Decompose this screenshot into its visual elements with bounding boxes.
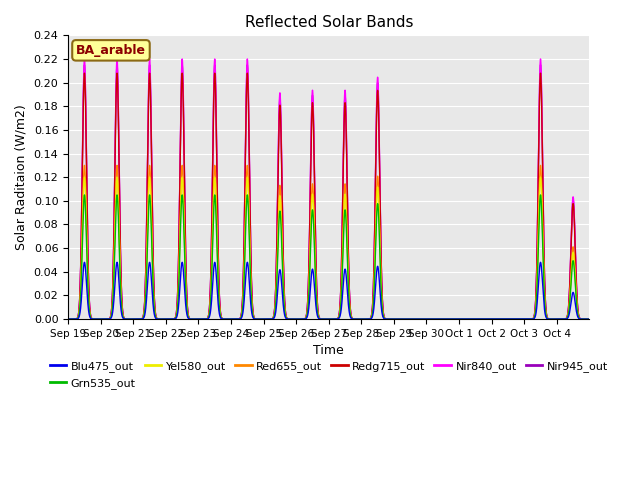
Yel580_out <box>81 174 88 180</box>
Red655_out <box>455 316 463 322</box>
Red655_out <box>253 316 260 322</box>
Redg715_out <box>372 112 380 118</box>
Nir945_out <box>81 62 88 68</box>
Grn535_out <box>64 316 72 322</box>
Nir840_out <box>455 316 463 322</box>
Blu475_out <box>372 269 380 275</box>
Nir840_out <box>451 316 458 322</box>
Line: Grn535_out: Grn535_out <box>68 195 589 319</box>
Line: Nir840_out: Nir840_out <box>68 59 589 319</box>
Nir945_out <box>91 316 99 322</box>
Grn535_out <box>586 316 593 322</box>
Nir945_out <box>455 316 463 322</box>
Nir945_out <box>586 316 593 322</box>
Blu475_out <box>479 316 486 322</box>
Grn535_out <box>372 213 380 219</box>
Blu475_out <box>455 316 463 322</box>
Nir945_out <box>253 316 260 322</box>
Redg715_out <box>586 316 593 322</box>
Red655_out <box>479 316 486 322</box>
Yel580_out <box>455 316 463 322</box>
Nir945_out <box>396 316 403 322</box>
Red655_out <box>91 316 99 322</box>
Red655_out <box>81 163 88 168</box>
Legend: Blu475_out, Grn535_out, Yel580_out, Red655_out, Redg715_out, Nir840_out, Nir945_: Blu475_out, Grn535_out, Yel580_out, Red6… <box>45 357 612 393</box>
Nir945_out <box>479 316 486 322</box>
Grn535_out <box>81 192 88 198</box>
Blu475_out <box>81 260 88 265</box>
Redg715_out <box>479 316 486 322</box>
Line: Redg715_out: Redg715_out <box>68 73 589 319</box>
Nir840_out <box>586 316 593 322</box>
Title: Reflected Solar Bands: Reflected Solar Bands <box>244 15 413 30</box>
X-axis label: Time: Time <box>314 344 344 357</box>
Yel580_out <box>479 316 486 322</box>
Blu475_out <box>586 316 593 322</box>
Nir840_out <box>64 316 72 322</box>
Nir945_out <box>451 316 458 322</box>
Redg715_out <box>455 316 463 322</box>
Redg715_out <box>91 316 99 322</box>
Red655_out <box>451 316 458 322</box>
Nir840_out <box>91 316 99 322</box>
Nir840_out <box>479 316 486 322</box>
Yel580_out <box>253 316 260 322</box>
Yel580_out <box>396 316 403 322</box>
Red655_out <box>372 189 380 194</box>
Line: Yel580_out: Yel580_out <box>68 177 589 319</box>
Grn535_out <box>253 316 260 322</box>
Nir945_out <box>372 105 380 111</box>
Redg715_out <box>451 316 458 322</box>
Yel580_out <box>64 316 72 322</box>
Red655_out <box>396 316 403 322</box>
Redg715_out <box>81 70 88 76</box>
Redg715_out <box>396 316 403 322</box>
Y-axis label: Solar Raditaion (W/m2): Solar Raditaion (W/m2) <box>15 104 28 250</box>
Text: BA_arable: BA_arable <box>76 44 146 57</box>
Nir945_out <box>64 316 72 322</box>
Yel580_out <box>91 316 99 322</box>
Line: Blu475_out: Blu475_out <box>68 263 589 319</box>
Red655_out <box>586 316 593 322</box>
Nir840_out <box>396 316 403 322</box>
Grn535_out <box>479 316 486 322</box>
Yel580_out <box>451 316 458 322</box>
Yel580_out <box>372 198 380 204</box>
Grn535_out <box>396 316 403 322</box>
Nir840_out <box>372 100 380 106</box>
Blu475_out <box>396 316 403 322</box>
Blu475_out <box>451 316 458 322</box>
Line: Red655_out: Red655_out <box>68 166 589 319</box>
Grn535_out <box>451 316 458 322</box>
Grn535_out <box>455 316 463 322</box>
Redg715_out <box>64 316 72 322</box>
Red655_out <box>64 316 72 322</box>
Nir840_out <box>81 56 88 62</box>
Nir840_out <box>253 316 260 322</box>
Blu475_out <box>64 316 72 322</box>
Line: Nir945_out: Nir945_out <box>68 65 589 319</box>
Blu475_out <box>91 316 99 322</box>
Blu475_out <box>253 316 260 322</box>
Grn535_out <box>91 316 99 322</box>
Redg715_out <box>253 316 260 322</box>
Yel580_out <box>586 316 593 322</box>
